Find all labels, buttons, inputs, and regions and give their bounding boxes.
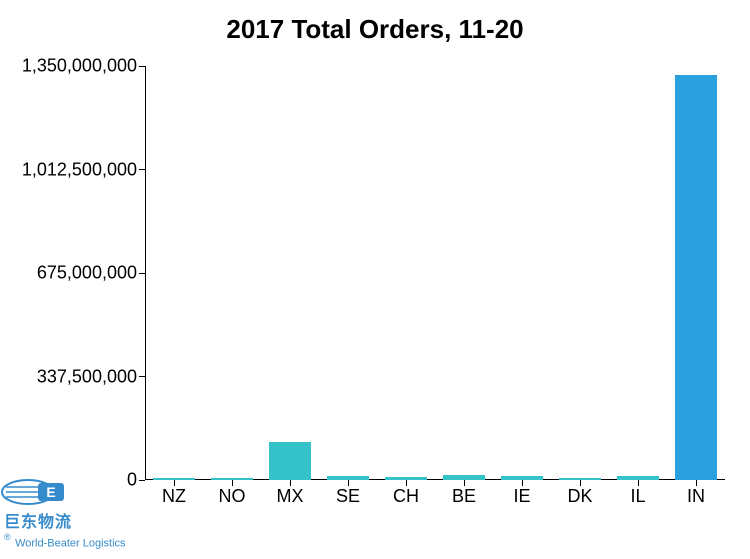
x-tick-label: NZ <box>162 480 186 507</box>
x-tick-label: SE <box>336 480 360 507</box>
plot-area: 0337,500,000675,000,0001,012,500,0001,35… <box>145 66 725 480</box>
y-tick-label: 1,350,000,000 <box>22 56 145 77</box>
x-tick-label: IL <box>630 480 645 507</box>
x-tick-label: IN <box>687 480 705 507</box>
bar-IN <box>675 75 717 480</box>
x-tick-label: MX <box>277 480 304 507</box>
x-tick-label: NO <box>219 480 246 507</box>
watermark-cn: 巨东物流 <box>4 514 72 531</box>
svg-text:E: E <box>46 484 55 500</box>
watermark-en: World-Beater Logistics <box>15 537 125 549</box>
x-tick-label: IE <box>513 480 530 507</box>
watermark-logo: E <box>0 475 126 514</box>
y-axis <box>145 66 146 480</box>
x-tick-label: DK <box>567 480 592 507</box>
y-tick-label: 675,000,000 <box>37 263 145 284</box>
chart-title: 2017 Total Orders, 11-20 <box>0 14 750 45</box>
y-tick-label: 337,500,000 <box>37 366 145 387</box>
bar-MX <box>269 442 311 480</box>
x-tick-label: BE <box>452 480 476 507</box>
watermark-text: 巨东物流 ® World-Beater Logistics <box>0 508 126 551</box>
watermark: E 巨东物流 ® World-Beater Logistics <box>0 475 126 551</box>
y-tick-label: 1,012,500,000 <box>22 159 145 180</box>
y-tick-label: 0 <box>127 470 145 491</box>
watermark-r: ® <box>4 532 11 542</box>
x-tick-label: CH <box>393 480 419 507</box>
chart-container: 2017 Total Orders, 11-20 0337,500,000675… <box>0 0 750 559</box>
